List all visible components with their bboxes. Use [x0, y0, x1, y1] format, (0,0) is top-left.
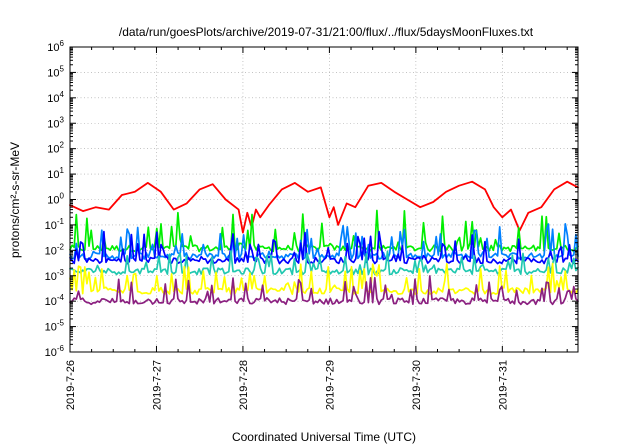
series-line-1: [69, 180, 579, 234]
x-tick-label: 2019-7-27: [151, 360, 163, 410]
y-tick-label: 101: [47, 166, 64, 181]
x-tick-label: 2019-7-26: [65, 360, 77, 410]
series-line-7: [69, 275, 579, 306]
series-line-2: [69, 209, 579, 253]
y-tick-label: 104: [47, 90, 64, 105]
y-tick-label: 10-3: [45, 268, 65, 283]
y-tick-label: 10-6: [45, 344, 65, 359]
x-axis-label: Coordinated Universal Time (UTC): [232, 430, 416, 444]
series-layer: [69, 180, 579, 306]
series-line-4: [69, 230, 579, 265]
xtick-labels: 2019-7-26 2019-7-27 2019-7-28 2019-7-29 2019…: [65, 360, 509, 410]
ytick-labels: 10-6 10-5 10-4 10-3 10-2 10-1 100 101 102 103 104 1…: [45, 39, 65, 359]
y-axis-label: protons/cm²-s-sr-MeV: [8, 142, 22, 258]
y-tick-label: 10-1: [45, 217, 65, 232]
y-tick-label: 100: [47, 192, 64, 207]
y-tick-label: 10-4: [45, 293, 65, 308]
chart-title: /data/run/goesPlots/archive/2019-07-31/2…: [119, 25, 534, 39]
y-tick-label: 10-2: [45, 242, 65, 257]
series-line-6: [69, 262, 579, 296]
y-tick-label: 106: [47, 39, 64, 54]
x-tick-label: 2019-7-28: [238, 360, 250, 410]
series-line-5: [69, 250, 579, 276]
x-tick-label: 2019-7-29: [324, 360, 336, 410]
y-tick-label: 103: [47, 115, 64, 130]
y-tick-label: 102: [47, 141, 64, 156]
y-tick-label: 105: [47, 64, 64, 79]
ticks: [69, 46, 578, 353]
x-tick-label: 2019-7-31: [497, 360, 509, 410]
y-tick-label: 10-5: [45, 319, 65, 334]
x-tick-label: 2019-7-30: [411, 360, 423, 410]
